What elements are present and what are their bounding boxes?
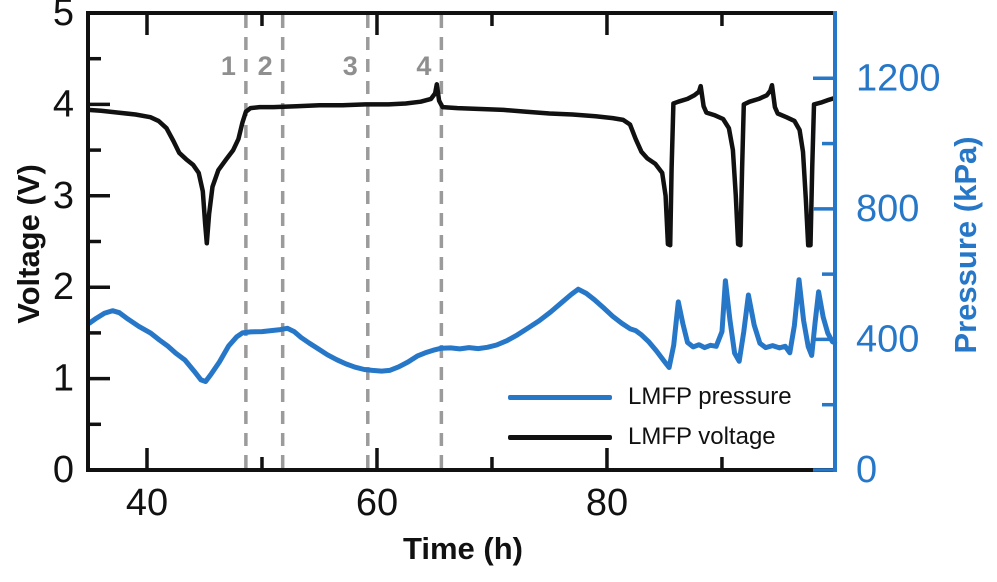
y-right-tick-label: 800 — [856, 188, 919, 230]
y-left-tick-label: 3 — [53, 175, 74, 217]
pressure-line-swatch — [508, 394, 612, 400]
x-tick-label: 80 — [586, 482, 628, 524]
stage-marker-label-1: 1 — [221, 51, 236, 81]
y-left-tick-label: 2 — [53, 266, 74, 308]
legend: LMFP pressure LMFP voltage — [508, 377, 792, 457]
voltage-curve — [86, 82, 837, 248]
y-left-tick-label: 0 — [53, 449, 74, 491]
stage-marker-label-3: 3 — [343, 51, 358, 81]
y-axis-title-pressure: Pressure (kPa) — [948, 136, 983, 354]
y-right-tick-label: 400 — [856, 318, 919, 360]
pressure-curve — [87, 277, 838, 384]
legend-label-pressure: LMFP pressure — [628, 383, 792, 410]
x-tick-label: 60 — [356, 482, 398, 524]
y-right-tick-label: 0 — [856, 449, 877, 491]
y-left-tick-label: 5 — [53, 0, 74, 34]
y-left-tick-label: 1 — [53, 358, 74, 400]
voltage-line-swatch — [508, 434, 612, 440]
legend-item-voltage: LMFP voltage — [508, 417, 792, 457]
y-right-tick-label: 1200 — [856, 57, 941, 99]
stage-marker-label-2: 2 — [258, 51, 273, 81]
legend-item-pressure: LMFP pressure — [508, 377, 792, 417]
x-axis-title-time: Time (h) — [403, 531, 523, 566]
legend-label-voltage: LMFP voltage — [628, 423, 776, 450]
stage-marker-label-4: 4 — [416, 51, 431, 81]
x-tick-label: 40 — [126, 482, 168, 524]
y-axis-title-voltage: Voltage (V) — [11, 164, 46, 324]
y-left-tick-label: 4 — [53, 83, 74, 125]
